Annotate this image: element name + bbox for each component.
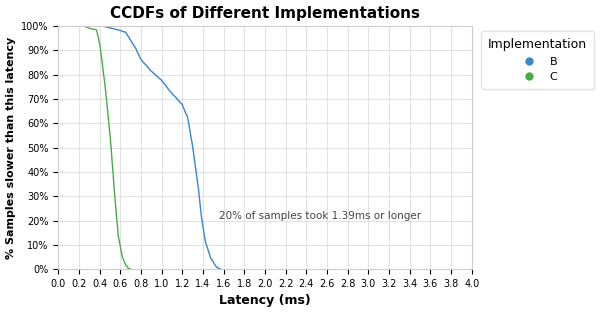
B bbox=[151, 72, 158, 75]
Title: CCDFs of Different Implementations: CCDFs of Different Implementations bbox=[110, 6, 420, 21]
B bbox=[98, 24, 106, 28]
Legend: B, C: B, C bbox=[481, 31, 594, 89]
B bbox=[217, 267, 224, 271]
Line: B: B bbox=[102, 26, 221, 269]
B bbox=[188, 141, 196, 145]
C bbox=[107, 141, 115, 145]
C bbox=[111, 192, 118, 196]
B bbox=[205, 250, 212, 254]
C bbox=[100, 72, 107, 75]
B bbox=[196, 192, 203, 196]
C bbox=[118, 250, 125, 254]
B bbox=[206, 251, 213, 255]
Line: C: C bbox=[84, 26, 130, 269]
C bbox=[127, 267, 134, 271]
B bbox=[203, 244, 210, 247]
X-axis label: Latency (ms): Latency (ms) bbox=[219, 295, 311, 307]
C bbox=[80, 24, 88, 28]
C bbox=[116, 244, 124, 247]
Text: 20% of samples took 1.39ms or longer: 20% of samples took 1.39ms or longer bbox=[218, 211, 421, 221]
C bbox=[118, 251, 125, 255]
Y-axis label: % Samples slower than this latency: % Samples slower than this latency bbox=[5, 36, 16, 259]
